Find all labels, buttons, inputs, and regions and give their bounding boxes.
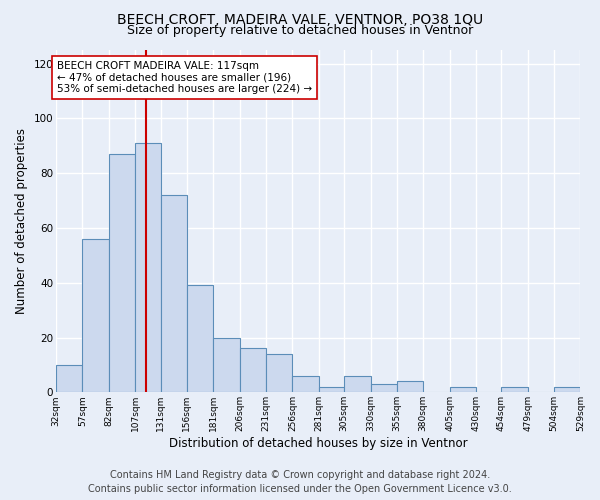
Bar [239, 348, 266, 393]
X-axis label: Distribution of detached houses by size in Ventnor: Distribution of detached houses by size … [169, 437, 467, 450]
Bar [109, 154, 135, 392]
Bar [266, 354, 292, 393]
Bar [135, 143, 161, 392]
Bar [449, 387, 476, 392]
Bar [554, 387, 580, 392]
Bar [214, 338, 239, 392]
Bar [292, 376, 319, 392]
Text: Contains HM Land Registry data © Crown copyright and database right 2024.
Contai: Contains HM Land Registry data © Crown c… [88, 470, 512, 494]
Bar [82, 239, 109, 392]
Bar [319, 387, 344, 392]
Bar [56, 365, 82, 392]
Y-axis label: Number of detached properties: Number of detached properties [15, 128, 28, 314]
Bar [344, 376, 371, 392]
Bar [187, 286, 214, 393]
Bar [397, 382, 423, 392]
Bar [161, 195, 187, 392]
Bar [502, 387, 528, 392]
Text: Size of property relative to detached houses in Ventnor: Size of property relative to detached ho… [127, 24, 473, 37]
Text: BEECH CROFT MADEIRA VALE: 117sqm
← 47% of detached houses are smaller (196)
53% : BEECH CROFT MADEIRA VALE: 117sqm ← 47% o… [57, 61, 312, 94]
Text: BEECH CROFT, MADEIRA VALE, VENTNOR, PO38 1QU: BEECH CROFT, MADEIRA VALE, VENTNOR, PO38… [117, 12, 483, 26]
Bar [371, 384, 397, 392]
